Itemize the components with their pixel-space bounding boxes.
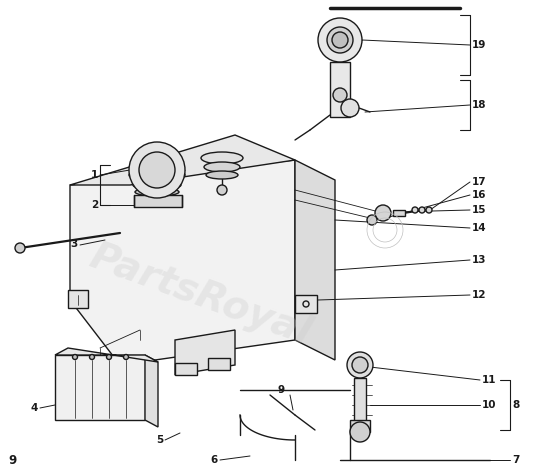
- Ellipse shape: [204, 162, 240, 172]
- Circle shape: [72, 354, 77, 360]
- Text: 2: 2: [91, 200, 98, 210]
- Circle shape: [419, 207, 425, 213]
- Text: 3: 3: [71, 239, 78, 249]
- Text: 17: 17: [472, 177, 487, 187]
- Circle shape: [341, 99, 359, 117]
- Text: 6: 6: [211, 455, 218, 465]
- Text: PartsRoyal: PartsRoyal: [84, 237, 316, 352]
- Polygon shape: [55, 355, 145, 420]
- Circle shape: [367, 215, 377, 225]
- Text: 1: 1: [91, 170, 98, 180]
- Circle shape: [303, 301, 309, 307]
- Circle shape: [350, 422, 370, 442]
- Bar: [208, 358, 230, 370]
- Circle shape: [318, 18, 362, 62]
- Bar: [175, 363, 197, 375]
- Text: 9: 9: [8, 454, 16, 467]
- Text: 12: 12: [472, 290, 487, 300]
- Ellipse shape: [133, 180, 181, 190]
- Text: 8: 8: [512, 400, 519, 410]
- Text: 19: 19: [472, 40, 487, 50]
- Circle shape: [347, 352, 373, 378]
- Circle shape: [426, 207, 432, 213]
- Circle shape: [375, 205, 391, 221]
- Text: 13: 13: [472, 255, 487, 265]
- Polygon shape: [145, 355, 158, 427]
- Bar: [295, 295, 317, 313]
- Text: 16: 16: [472, 190, 487, 200]
- Bar: [134, 195, 182, 207]
- Text: 4: 4: [31, 403, 38, 413]
- Circle shape: [412, 207, 418, 213]
- Text: 7: 7: [512, 455, 519, 465]
- Text: 11: 11: [482, 375, 497, 385]
- Circle shape: [217, 185, 227, 195]
- Circle shape: [352, 357, 368, 373]
- Ellipse shape: [129, 168, 185, 182]
- Bar: [354, 378, 366, 423]
- Ellipse shape: [135, 188, 179, 196]
- Polygon shape: [55, 348, 158, 362]
- Polygon shape: [175, 330, 235, 375]
- Bar: [68, 290, 88, 308]
- Polygon shape: [295, 160, 335, 360]
- Circle shape: [106, 354, 111, 360]
- Circle shape: [129, 142, 185, 198]
- Text: 5: 5: [156, 435, 163, 445]
- Bar: [393, 210, 405, 216]
- Circle shape: [90, 354, 95, 360]
- Polygon shape: [70, 135, 295, 185]
- Text: 9: 9: [278, 385, 285, 395]
- Text: 15: 15: [472, 205, 487, 215]
- Circle shape: [15, 243, 25, 253]
- Circle shape: [124, 354, 128, 360]
- Polygon shape: [70, 160, 295, 365]
- Text: 14: 14: [472, 223, 487, 233]
- Text: 18: 18: [472, 100, 487, 110]
- Ellipse shape: [201, 152, 243, 164]
- Circle shape: [333, 88, 347, 102]
- Text: 10: 10: [482, 400, 497, 410]
- Bar: [350, 420, 370, 432]
- Circle shape: [327, 27, 353, 53]
- Circle shape: [332, 32, 348, 48]
- Bar: [330, 62, 350, 117]
- Ellipse shape: [206, 171, 238, 179]
- Circle shape: [139, 152, 175, 188]
